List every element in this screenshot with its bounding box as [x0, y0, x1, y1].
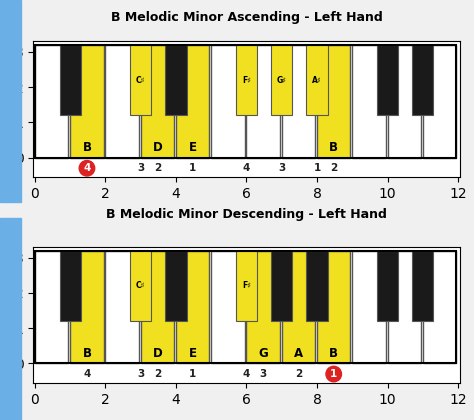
Bar: [282, 45, 315, 158]
Bar: [271, 45, 292, 116]
Bar: [176, 251, 210, 363]
Bar: [352, 45, 386, 158]
Bar: [211, 45, 245, 158]
Bar: [141, 251, 174, 363]
Bar: [236, 45, 257, 116]
Text: 2: 2: [154, 163, 161, 173]
Bar: [246, 45, 280, 158]
Bar: [35, 45, 456, 158]
Text: jadebultitude.com: jadebultitude.com: [8, 76, 13, 126]
Bar: [388, 251, 421, 363]
Bar: [317, 45, 350, 158]
Text: 4: 4: [83, 369, 91, 379]
Text: B: B: [82, 347, 91, 360]
Text: B: B: [82, 141, 91, 154]
Bar: [423, 45, 456, 158]
Bar: [176, 45, 210, 158]
Circle shape: [79, 160, 95, 176]
Bar: [423, 251, 456, 363]
Text: B Melodic Minor Descending - Left Hand: B Melodic Minor Descending - Left Hand: [106, 208, 387, 221]
Text: D: D: [153, 141, 162, 154]
Bar: [35, 251, 68, 363]
Bar: [236, 251, 257, 321]
Bar: [130, 45, 151, 116]
Text: B Melodic Minor Ascending - Left Hand: B Melodic Minor Ascending - Left Hand: [110, 10, 383, 24]
Text: 3: 3: [260, 369, 267, 379]
Text: F♯: F♯: [242, 76, 251, 84]
Text: jadebultitude.com: jadebultitude.com: [8, 290, 13, 340]
Text: C♯: C♯: [136, 76, 146, 84]
Bar: [246, 251, 280, 363]
Bar: [377, 251, 398, 321]
Bar: [388, 45, 421, 158]
Text: C♯: C♯: [136, 281, 146, 290]
Bar: [317, 251, 350, 363]
Text: D: D: [153, 347, 162, 360]
Bar: [282, 251, 315, 363]
Bar: [60, 45, 81, 116]
Bar: [306, 45, 328, 116]
Bar: [141, 45, 174, 158]
Text: G: G: [258, 347, 268, 360]
Text: G♯: G♯: [277, 76, 287, 84]
Text: E: E: [189, 141, 197, 154]
Bar: [35, 251, 456, 363]
Bar: [35, 45, 68, 158]
Text: 2: 2: [295, 369, 302, 379]
Bar: [70, 251, 104, 363]
Bar: [60, 251, 81, 321]
Bar: [105, 251, 139, 363]
Text: B: B: [329, 347, 338, 360]
Text: 1: 1: [189, 163, 196, 173]
Bar: [306, 251, 328, 321]
Text: B: B: [329, 141, 338, 154]
Bar: [211, 251, 245, 363]
Bar: [412, 251, 433, 321]
Bar: [412, 45, 433, 116]
Text: 1: 1: [189, 369, 196, 379]
Bar: [352, 251, 386, 363]
Bar: [130, 251, 151, 321]
Text: 3: 3: [278, 163, 285, 173]
Text: 2: 2: [154, 369, 161, 379]
Bar: [165, 251, 187, 321]
Text: 1: 1: [313, 163, 320, 173]
Bar: [165, 45, 187, 116]
Text: F♯: F♯: [242, 281, 251, 290]
Bar: [271, 251, 292, 321]
Text: 2: 2: [330, 163, 337, 173]
Text: 3: 3: [137, 369, 145, 379]
Text: A: A: [294, 347, 303, 360]
Text: 4: 4: [83, 163, 91, 173]
Text: 4: 4: [243, 163, 250, 173]
Text: 1: 1: [330, 369, 337, 379]
Text: E: E: [189, 347, 197, 360]
Bar: [377, 45, 398, 116]
Bar: [70, 45, 104, 158]
Circle shape: [326, 366, 341, 382]
Text: 4: 4: [243, 369, 250, 379]
Bar: [105, 45, 139, 158]
Text: A♯: A♯: [312, 76, 322, 84]
Text: 3: 3: [137, 163, 145, 173]
